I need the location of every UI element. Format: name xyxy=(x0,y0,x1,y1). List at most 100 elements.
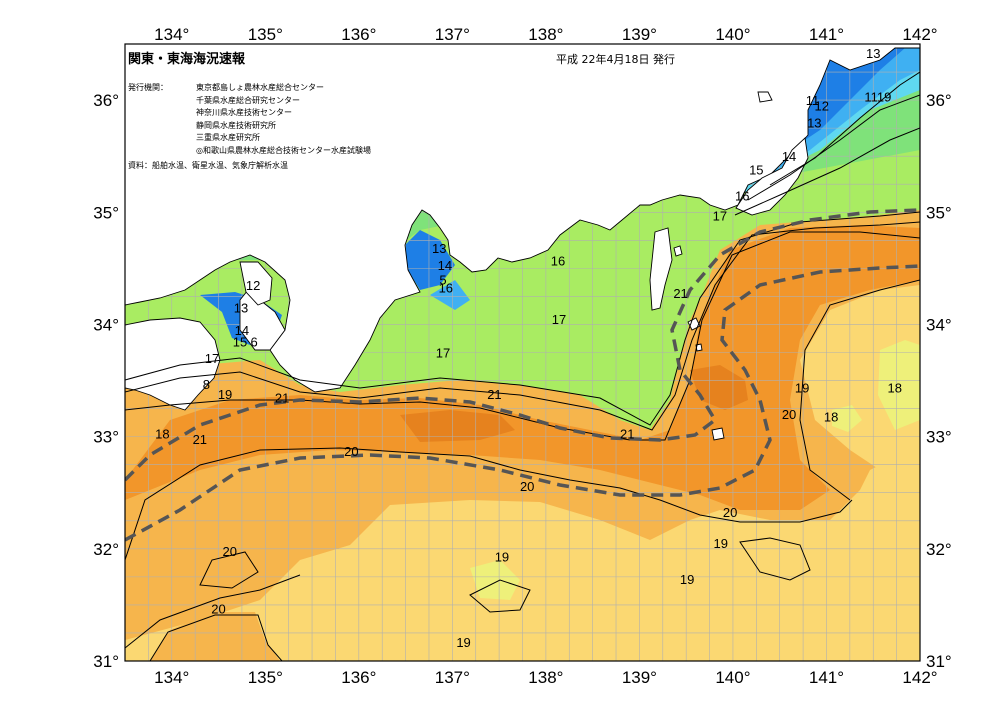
longitude-label: 142° xyxy=(902,668,937,687)
zone-14-ise-bay xyxy=(430,280,470,310)
data-source: 資料：船舶水温、衛星水温、気象庁解析水温 xyxy=(128,161,288,170)
isotherm-label: 13 xyxy=(432,241,446,256)
isotherm-label: 14 xyxy=(235,323,249,338)
isotherm-19-loop xyxy=(469,579,531,613)
longitude-label: 140° xyxy=(715,25,750,44)
isotherm-label: 15 xyxy=(233,334,247,349)
isotherm-15 xyxy=(747,94,920,201)
institution-item: 静岡県水産技術研究所 xyxy=(196,120,276,130)
map-frame xyxy=(124,43,921,662)
land-izu-peninsula xyxy=(649,227,673,311)
zone-20-patch-sw xyxy=(150,612,280,661)
longitude-label: 135° xyxy=(248,25,283,44)
land-awaji xyxy=(239,261,273,306)
institution-item: 東京都島しょ農林水産総合センター xyxy=(196,83,324,92)
land-boso-peninsula xyxy=(735,137,809,216)
longitude-label: 141° xyxy=(809,668,844,687)
longitude-label: 137° xyxy=(435,25,470,44)
zone-13-ise-bay xyxy=(405,230,455,290)
longitude-label: 140° xyxy=(715,668,750,687)
isotherm-label: 21 xyxy=(193,432,207,447)
latitude-label: 35° xyxy=(93,203,119,222)
institution-item: 千葉県水産総合研究センター xyxy=(196,95,300,105)
isotherm-label: 20 xyxy=(723,505,737,520)
isotherm-label: 17 xyxy=(552,312,566,327)
isotherm-label: 19 xyxy=(795,380,809,395)
kuroshio-north-path xyxy=(125,208,920,482)
zone-22-spot-east xyxy=(690,365,748,410)
latitude-label: 33° xyxy=(926,428,952,447)
isotherm-label: 13 xyxy=(234,301,248,316)
land xyxy=(125,44,920,441)
latitude-label: 31° xyxy=(93,652,119,671)
isotherm-label: 18 xyxy=(888,380,902,395)
isotherm-label: 21 xyxy=(487,387,501,402)
land-hachijo xyxy=(711,427,725,441)
isotherm-20-loop-sw2 xyxy=(149,614,283,661)
isotherm-label: 13 xyxy=(807,116,821,131)
zone-18-east xyxy=(878,340,920,430)
isotherm-20-east xyxy=(799,279,920,501)
isotherm-label: 17 xyxy=(436,346,450,361)
isotherm-19-east xyxy=(739,537,811,581)
land-shikoku xyxy=(125,317,221,411)
isotherm-18 xyxy=(125,221,920,431)
latitude-label: 34° xyxy=(926,315,952,334)
institution-item: ◎和歌山県農林水産総合技術センター水産試験場 xyxy=(196,145,371,155)
isotherm-label: 11 xyxy=(806,93,820,108)
isotherm-label: 16 xyxy=(439,280,453,295)
isotherm-label: 16 xyxy=(551,254,565,269)
isotherm-label: 21 xyxy=(620,426,634,441)
isotherm-label: 6 xyxy=(250,334,257,349)
isotherm-label: 18 xyxy=(824,409,838,424)
longitude-label: 134° xyxy=(154,25,189,44)
isotherm-label: 8 xyxy=(203,377,210,392)
isotherm-label: 20 xyxy=(520,479,534,494)
institution-item: 三重県水産研究所 xyxy=(196,133,260,142)
isotherm-label: 19 xyxy=(456,635,470,650)
longitude-label: 136° xyxy=(341,25,376,44)
isotherm-labels: 1311121311191415161721131451616171712131… xyxy=(155,46,902,650)
isotherm-label: 20 xyxy=(223,544,237,559)
institutions-list: 東京都島しょ農林水産総合センター 千葉県水産総合研究センター 神奈川県水産技術セ… xyxy=(196,82,371,157)
longitude-label: 138° xyxy=(528,25,563,44)
zone-18-east-small xyxy=(832,405,862,432)
isotherm-label: 19 xyxy=(680,572,694,587)
isotherm-label: 18 xyxy=(155,426,169,441)
isotherm-label: 15 xyxy=(749,163,763,178)
isotherm-20-south xyxy=(125,447,853,561)
longitude-label: 139° xyxy=(622,25,657,44)
land-small-island-ne xyxy=(757,91,773,103)
isotherm-label: 16 xyxy=(735,188,749,203)
isotherm-label: 14 xyxy=(782,149,796,164)
isotherm-14 xyxy=(769,71,920,186)
isotherm-label: 20 xyxy=(211,601,225,616)
issue-date: 平成 22年4月18日 発行 xyxy=(556,53,675,66)
latitude-label: 32° xyxy=(926,540,952,559)
isotherm-label: 19 xyxy=(714,536,728,551)
isotherm-label: 19 xyxy=(495,550,509,565)
isotherm-label: 19 xyxy=(218,387,232,402)
latitude-label: 33° xyxy=(93,428,119,447)
land-kinki-chubu xyxy=(125,44,920,393)
longitude-label: 135° xyxy=(248,668,283,687)
longitude-label: 139° xyxy=(622,668,657,687)
isotherm-label: 14 xyxy=(438,258,452,273)
isotherm-label: 5 xyxy=(439,273,446,288)
isotherm-16 xyxy=(734,127,920,216)
latitude-labels-left: 36° 35° 34° 33° 32° 31° xyxy=(93,91,119,671)
latitude-label: 34° xyxy=(93,315,119,334)
institutions-label: 発行機関： xyxy=(128,83,168,92)
isotherm-label: 20 xyxy=(782,407,796,422)
longitude-label: 136° xyxy=(341,668,376,687)
latitude-label: 36° xyxy=(926,91,952,110)
isotherm-label: 12 xyxy=(246,278,260,293)
latitude-label: 36° xyxy=(93,91,119,110)
land-oshima xyxy=(673,245,683,257)
isotherm-label: 12 xyxy=(815,99,829,114)
isotherm-label: 17 xyxy=(713,209,727,224)
kuroshio-south-path xyxy=(125,264,920,542)
latitude-labels-right: 36° 35° 34° 33° 32° 31° xyxy=(926,91,952,671)
isotherm-label: 17 xyxy=(205,351,219,366)
isotherm-17 xyxy=(125,211,920,426)
